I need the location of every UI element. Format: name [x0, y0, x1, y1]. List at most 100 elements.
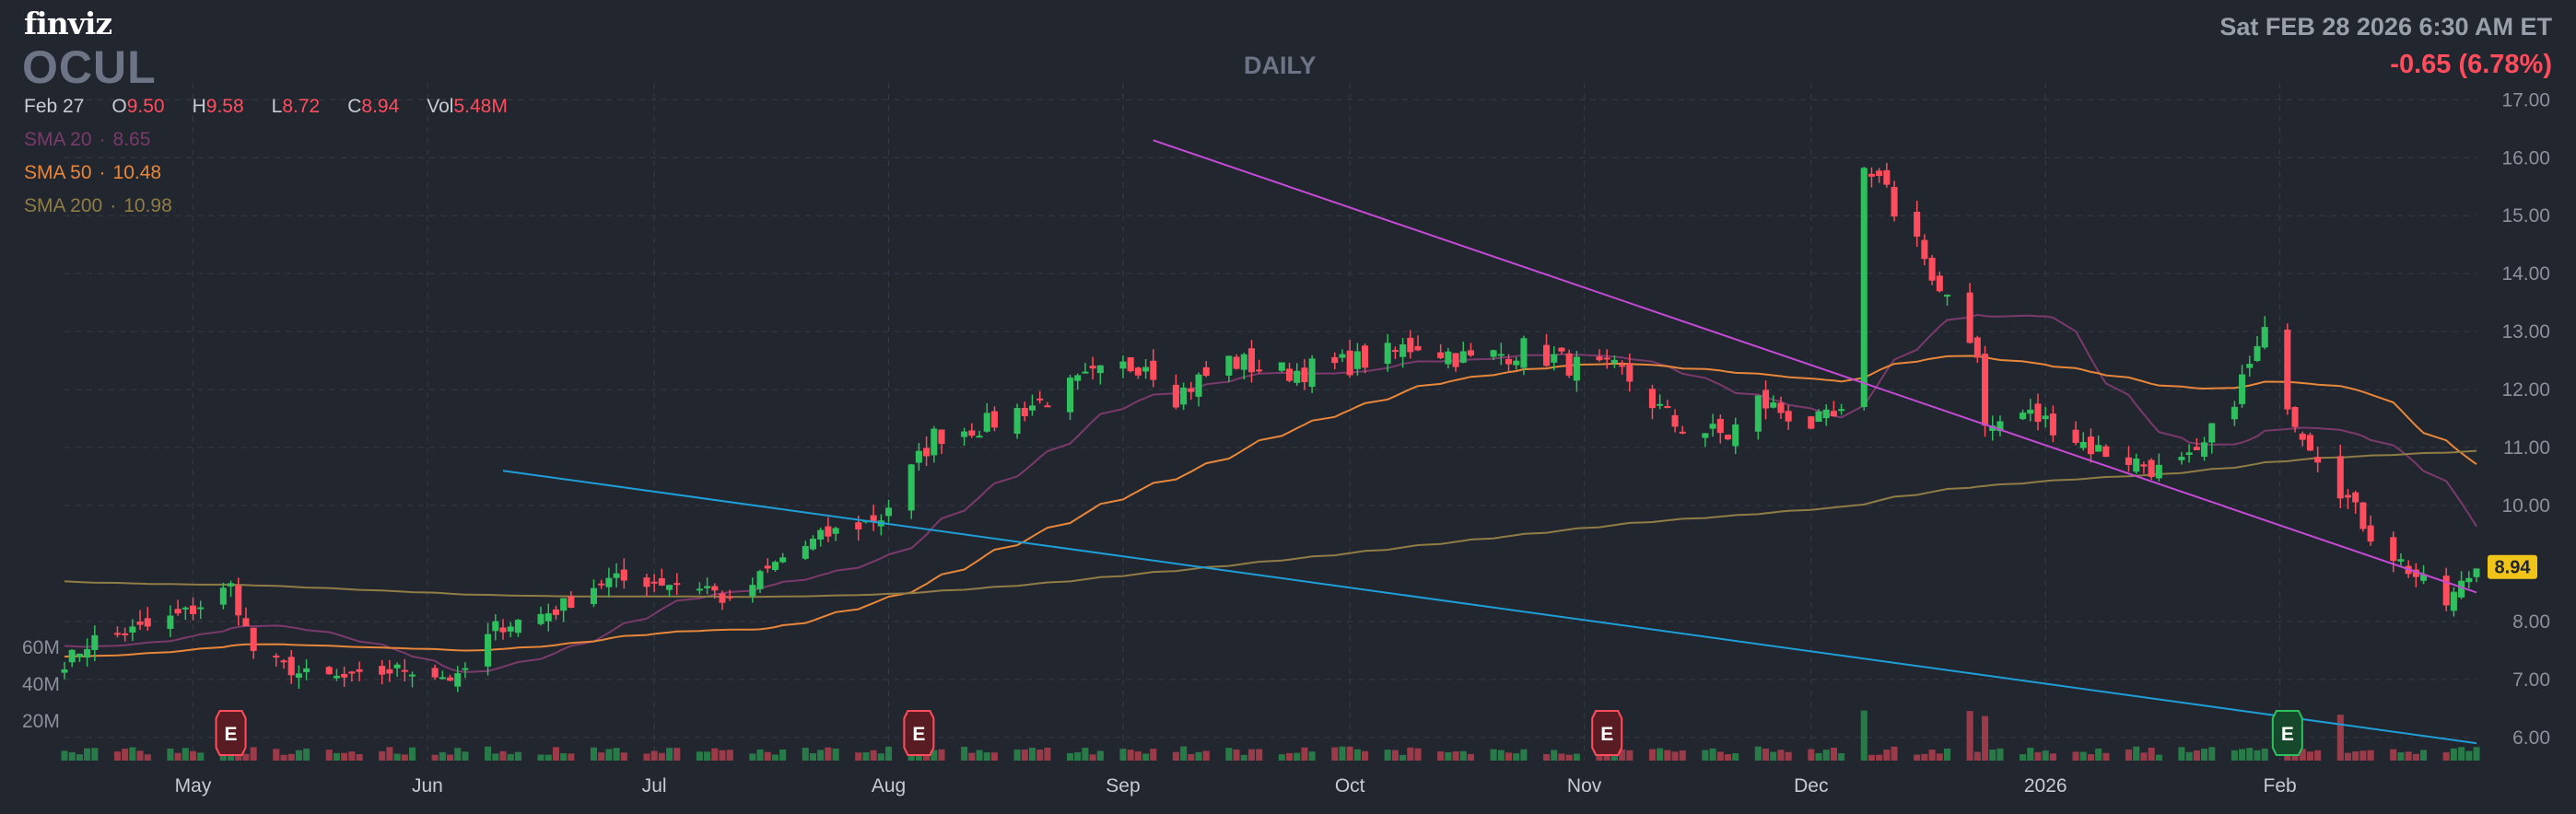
- last-price-label: 8.94: [2495, 558, 2532, 578]
- candle-body: [1353, 351, 1361, 369]
- candle-body: [1490, 350, 1497, 357]
- finviz-logo[interactable]: finviz: [24, 6, 112, 41]
- candle-body: [1754, 395, 1762, 432]
- candle-body: [696, 588, 703, 591]
- volume-bar: [295, 750, 302, 761]
- candle-body: [1278, 362, 1285, 371]
- volume-bar: [2155, 754, 2162, 761]
- volume-bar: [348, 751, 356, 761]
- volume-bar: [1936, 753, 1943, 761]
- candle-body: [1558, 347, 1565, 352]
- candle-body: [1233, 356, 1240, 369]
- candle-body: [1520, 338, 1528, 368]
- volume-bar: [1278, 754, 1285, 761]
- candle-body: [537, 613, 544, 624]
- candle-body: [1966, 292, 1973, 343]
- volume-bar: [1883, 750, 1891, 761]
- volume-bar: [1044, 747, 1051, 761]
- candle-body: [1437, 352, 1445, 358]
- candle-body: [250, 627, 257, 651]
- candle-body: [1505, 358, 1513, 365]
- volume-bar: [167, 748, 174, 761]
- candle-body: [1860, 168, 1868, 408]
- volume-bar: [726, 750, 733, 761]
- volume-bar: [1716, 751, 1724, 761]
- candle-body: [1883, 169, 1891, 185]
- x-tick-label: 2026: [2024, 775, 2067, 797]
- candle-body: [711, 586, 719, 591]
- volume-bar: [1119, 749, 1127, 761]
- candle-body: [2020, 413, 2027, 420]
- volume-bar: [1172, 751, 1179, 761]
- candle-body: [1036, 398, 1044, 401]
- volume-bar: [590, 747, 598, 761]
- volume-bar: [613, 748, 620, 761]
- volume-bar: [2034, 751, 2042, 761]
- volume-bar: [2412, 753, 2419, 761]
- candle-body: [907, 464, 915, 511]
- candle-body: [2412, 569, 2419, 577]
- candle-body: [439, 677, 446, 680]
- candle-body: [2155, 464, 2162, 479]
- candle-body: [1028, 405, 1036, 411]
- volume-bar: [1785, 751, 1792, 761]
- volume-bar: [1943, 748, 1951, 761]
- axes: 6.00 7.00 8.00 10.00 11.00 12.00 13.00 14.00 15.…: [22, 89, 2550, 797]
- candle-body: [552, 609, 559, 615]
- sma20-legend[interactable]: SMA 20 · 8.65: [24, 129, 151, 150]
- volume-bar: [1558, 753, 1565, 761]
- volume-bar: [1830, 747, 1837, 761]
- volume-bar: [174, 752, 181, 761]
- candle-body: [1134, 367, 1142, 376]
- candle-body: [1391, 350, 1399, 353]
- trendlines: [502, 139, 2477, 745]
- volume-bar: [1497, 750, 1505, 761]
- y-tick-label: 16.00: [2501, 147, 2550, 169]
- volume-bar: [356, 753, 363, 761]
- x-tick-label: Aug: [872, 775, 906, 797]
- sma20-line: [64, 313, 2477, 673]
- candle-body: [2473, 568, 2480, 577]
- candle-body: [1657, 403, 1664, 406]
- volume-bar: [825, 747, 832, 761]
- candle-body: [771, 562, 779, 571]
- candle-body: [870, 515, 877, 523]
- volume-bar: [333, 752, 340, 761]
- timeframe-label[interactable]: DAILY: [1244, 52, 1317, 79]
- sma200-legend[interactable]: SMA 200 · 10.98: [24, 195, 172, 216]
- sma50-legend[interactable]: SMA 50 · 10.48: [24, 162, 162, 183]
- volume-bar: [113, 751, 121, 761]
- volume-bar: [2072, 751, 2079, 761]
- candle-body: [1943, 295, 1951, 297]
- volume-bar: [2095, 748, 2102, 761]
- earnings-marker: [1591, 710, 1623, 756]
- candle-body: [1982, 354, 1989, 426]
- volume-bar: [2079, 751, 2087, 761]
- volume-bar: [1437, 751, 1445, 761]
- candle-body: [764, 565, 771, 569]
- candle-body: [507, 626, 514, 632]
- candle-body: [2465, 577, 2473, 583]
- candle-body: [938, 429, 945, 445]
- volume-bar: [990, 752, 998, 761]
- volume-bar: [605, 749, 613, 761]
- candle-body: [2458, 580, 2465, 598]
- candle-body: [1619, 365, 1626, 367]
- volume-bar: [68, 751, 76, 761]
- candle-body: [1066, 378, 1074, 413]
- candle-body: [1936, 275, 1943, 292]
- volume-bar: [2208, 747, 2216, 761]
- volume-bar: [514, 751, 521, 761]
- volume-bar: [250, 747, 257, 761]
- volume-bar: [1285, 752, 1294, 761]
- volume-bar: [1399, 754, 1407, 761]
- candle-body: [1346, 350, 1353, 376]
- volume-bar: [1195, 751, 1202, 761]
- volume-bar: [1233, 749, 1240, 761]
- close-label: C: [347, 96, 362, 117]
- sma-lines: [64, 313, 2477, 673]
- candle-body: [2231, 406, 2238, 420]
- candle-body: [2397, 559, 2405, 562]
- candle-body: [2284, 329, 2291, 410]
